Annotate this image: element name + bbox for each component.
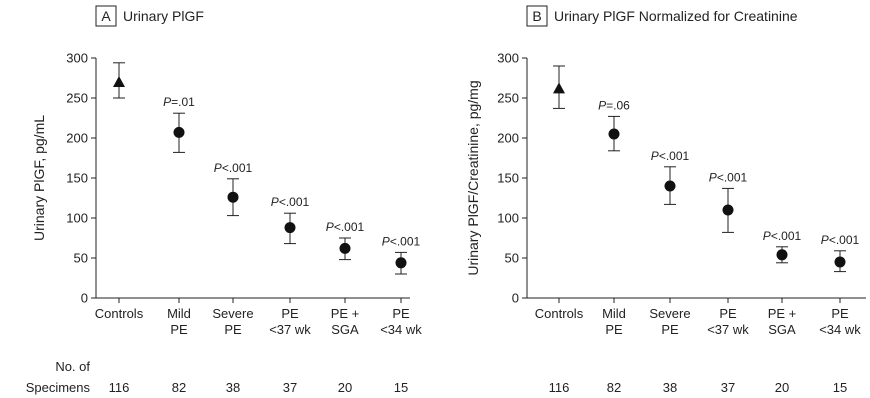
x-tick-label: Severe [212,306,253,321]
x-tick-label: PE [719,306,737,321]
p-value-label: P<.001 [709,170,748,184]
y-tick-label: 150 [66,171,88,186]
panel-b: B Urinary PlGF Normalized for Creatinine 0… [465,5,866,337]
p-value-label: P=.06 [598,98,630,112]
y-tick-label: 50 [74,251,88,266]
y-tick-label: 200 [497,131,519,146]
specimen-count: 38 [226,380,240,395]
x-tick-label: Mild [602,306,626,321]
specimen-count: 116 [549,380,570,395]
x-tick-label: <34 wk [380,322,422,337]
x-tick-label: SGA [768,322,796,337]
panel-letter: A [101,8,111,24]
panel-a: A Urinary PlGF 0 50 100 150 200 250 300 Urinary P… [31,5,422,337]
specimen-counts: No. of Specimens 116 82 38 37 20 15 116 82 38 37 2… [26,359,848,395]
x-tick-label: Severe [649,306,690,321]
x-tick-label: PE [281,306,299,321]
y-tick-label: 250 [66,91,88,106]
panel-title: Urinary PlGF Normalized for Creatinine [554,8,798,24]
p-value-label: P<.001 [271,195,310,209]
data-point [664,180,676,192]
data-point [227,191,239,203]
p-value-label: P<.001 [651,149,690,163]
y-tick-label: 100 [497,211,519,226]
panel-letter: B [532,8,541,24]
data-point [284,222,296,234]
panel-title: Urinary PlGF [123,8,204,24]
y-tick-label: 300 [497,51,519,66]
x-tick-label: SGA [331,322,359,337]
x-tick-label: PE [170,322,188,337]
p-value-label: P<.001 [382,234,421,248]
specimen-count: 15 [394,380,408,395]
y-tick-label: 300 [66,51,88,66]
x-tick-label: PE [661,322,679,337]
y-tick-label: 150 [497,171,519,186]
data-point [776,249,788,261]
x-tick-label: <37 wk [269,322,311,337]
p-value-label: P<.001 [821,233,860,247]
data-point [834,256,846,268]
x-tick-label: PE [392,306,410,321]
specimen-count: 15 [833,380,847,395]
specimen-count: 82 [172,380,186,395]
x-tick-label: <34 wk [819,322,861,337]
data-point-triangle [553,82,565,94]
specimen-count: 20 [775,380,789,395]
specimen-count: 37 [283,380,297,395]
specimens-label-line1: No. of [55,359,90,374]
specimen-count: 116 [109,380,130,395]
data-point [722,204,734,216]
panel-letter-box [95,5,117,27]
specimen-count: 37 [721,380,735,395]
data-point [608,128,620,140]
x-tick-label: <37 wk [707,322,749,337]
data-point [173,126,185,138]
y-axis-label: Urinary PlGF/Creatinine, pg/mg [465,80,481,275]
y-tick-label: 50 [505,251,519,266]
y-tick-label: 200 [66,131,88,146]
p-value-label: P<.001 [763,229,802,243]
y-tick-label: 0 [512,291,519,306]
x-tick-label: Controls [95,306,144,321]
data-point-triangle [113,76,125,87]
y-axis-label: Urinary PlGF, pg/mL [31,115,47,241]
y-tick-label: 0 [81,291,88,306]
p-value-label: P=.01 [163,95,195,109]
x-tick-label: PE [605,322,623,337]
y-tick-label: 100 [66,211,88,226]
specimen-count: 20 [338,380,352,395]
panel-letter-box [526,5,548,27]
x-tick-label: PE + [768,306,797,321]
specimen-count: 38 [663,380,677,395]
specimens-label-line2: Specimens [26,380,91,395]
y-tick-label: 250 [497,91,519,106]
x-tick-label: PE + [331,306,360,321]
x-tick-label: PE [831,306,849,321]
x-tick-label: PE [224,322,242,337]
x-tick-label: Mild [167,306,191,321]
data-point [339,242,351,254]
p-value-label: P<.001 [326,220,365,234]
data-point [395,257,407,269]
p-value-label: P<.001 [214,161,253,175]
specimen-count: 82 [607,380,621,395]
x-tick-label: Controls [535,306,584,321]
